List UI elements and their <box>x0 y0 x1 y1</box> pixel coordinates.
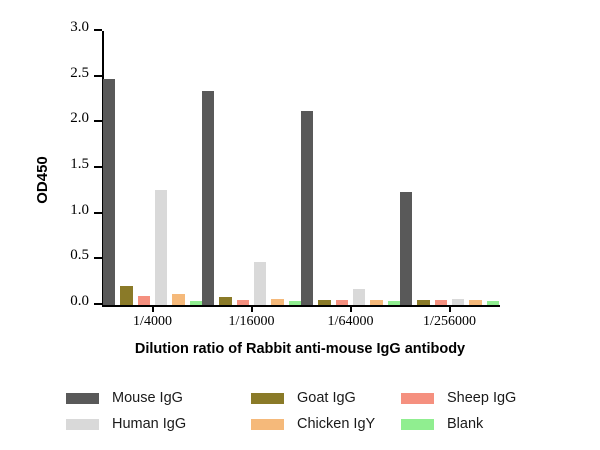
legend-swatch <box>251 392 284 404</box>
x-tick-label: 1/256000 <box>423 314 476 329</box>
legend-item[interactable]: Human IgG <box>66 416 251 432</box>
bar <box>155 189 168 305</box>
x-axis-title: Dilution ratio of Rabbit anti-mouse IgG … <box>134 341 466 357</box>
chart-legend: Mouse IgG Goat IgG Sheep IgG Human IgG Chick… <box>66 385 536 437</box>
bar <box>271 298 284 305</box>
y-axis-line <box>102 31 104 306</box>
y-tick-label: 1.5 <box>70 156 89 172</box>
bar <box>103 79 116 305</box>
bar <box>137 295 150 305</box>
bar <box>219 296 232 305</box>
bar <box>318 299 331 305</box>
y-tick-label: 2.0 <box>70 110 89 127</box>
legend-item[interactable]: Goat IgG <box>251 390 401 406</box>
legend-swatch <box>401 392 434 404</box>
y-tick-label: 0.5 <box>70 247 89 264</box>
bar-group: 1/64000 <box>301 31 400 329</box>
bar <box>469 300 482 305</box>
y-axis-title: OD450 <box>34 156 51 204</box>
bar <box>120 285 133 305</box>
legend-label: Human IgG <box>112 416 187 432</box>
bar <box>387 301 400 305</box>
legend-swatch <box>401 418 434 430</box>
bar <box>254 262 267 305</box>
bar <box>353 289 366 305</box>
y-tick-label: 1.0 <box>70 201 89 218</box>
legend-swatch <box>66 392 99 404</box>
y-tick-label: 2.5 <box>70 64 89 81</box>
legend-label: Mouse IgG <box>112 390 183 406</box>
bar-set <box>103 31 202 305</box>
y-tick-label: 3.0 <box>70 19 89 35</box>
bar <box>434 300 447 305</box>
bar <box>202 91 215 305</box>
legend-item[interactable]: Sheep IgG <box>401 390 536 406</box>
y-tick: 0.0 <box>70 293 102 309</box>
bar <box>370 300 383 305</box>
bar-group: 1/16000 <box>202 31 301 329</box>
legend-label: Blank <box>447 416 484 432</box>
y-tick: 1.0 <box>70 202 102 218</box>
legend-swatch <box>251 418 284 430</box>
y-tick-label: 0.0 <box>70 293 89 309</box>
bar-set <box>202 31 301 305</box>
legend-label: Goat IgG <box>297 390 356 406</box>
x-tick <box>250 305 253 312</box>
x-tick-label: 1/4000 <box>133 314 172 329</box>
bar <box>288 301 301 305</box>
bar-groups: 1/4000 1/16000 1/64000 1/256000 <box>103 31 499 329</box>
x-tick <box>349 305 352 312</box>
bar <box>301 111 314 305</box>
bar <box>400 191 413 305</box>
bar <box>486 301 499 305</box>
legend-item[interactable]: Mouse IgG <box>66 390 251 406</box>
y-tick: 1.5 <box>70 156 102 172</box>
legend-swatch <box>66 418 99 430</box>
bar <box>335 300 348 305</box>
y-tick: 0.5 <box>70 247 102 263</box>
legend-item[interactable]: Chicken IgY <box>251 416 401 432</box>
x-tick <box>151 305 154 312</box>
x-axis-line <box>102 305 500 307</box>
bar <box>172 294 185 305</box>
bar-set <box>301 31 400 305</box>
y-tick: 3.0 <box>70 19 102 35</box>
bar <box>417 300 430 305</box>
x-tick-label: 1/16000 <box>228 314 275 329</box>
y-tick: 2.0 <box>70 110 102 126</box>
bar-group: 1/256000 <box>400 31 499 329</box>
x-tick-label: 1/64000 <box>327 314 374 329</box>
legend-item[interactable]: Blank <box>401 416 536 432</box>
bar <box>452 298 465 305</box>
bar-set <box>400 31 499 305</box>
bar <box>189 301 202 305</box>
legend-label: Sheep IgG <box>447 390 517 406</box>
bar <box>236 300 249 305</box>
x-tick <box>448 305 451 312</box>
legend-label: Chicken IgY <box>297 416 376 432</box>
bar-group: 1/4000 <box>103 31 202 329</box>
plot-area: 0.0 0.5 1.0 1.5 2.0 2.5 3.0 1/4000 1/16000 1/640… <box>70 19 500 329</box>
y-tick: 2.5 <box>70 65 102 81</box>
